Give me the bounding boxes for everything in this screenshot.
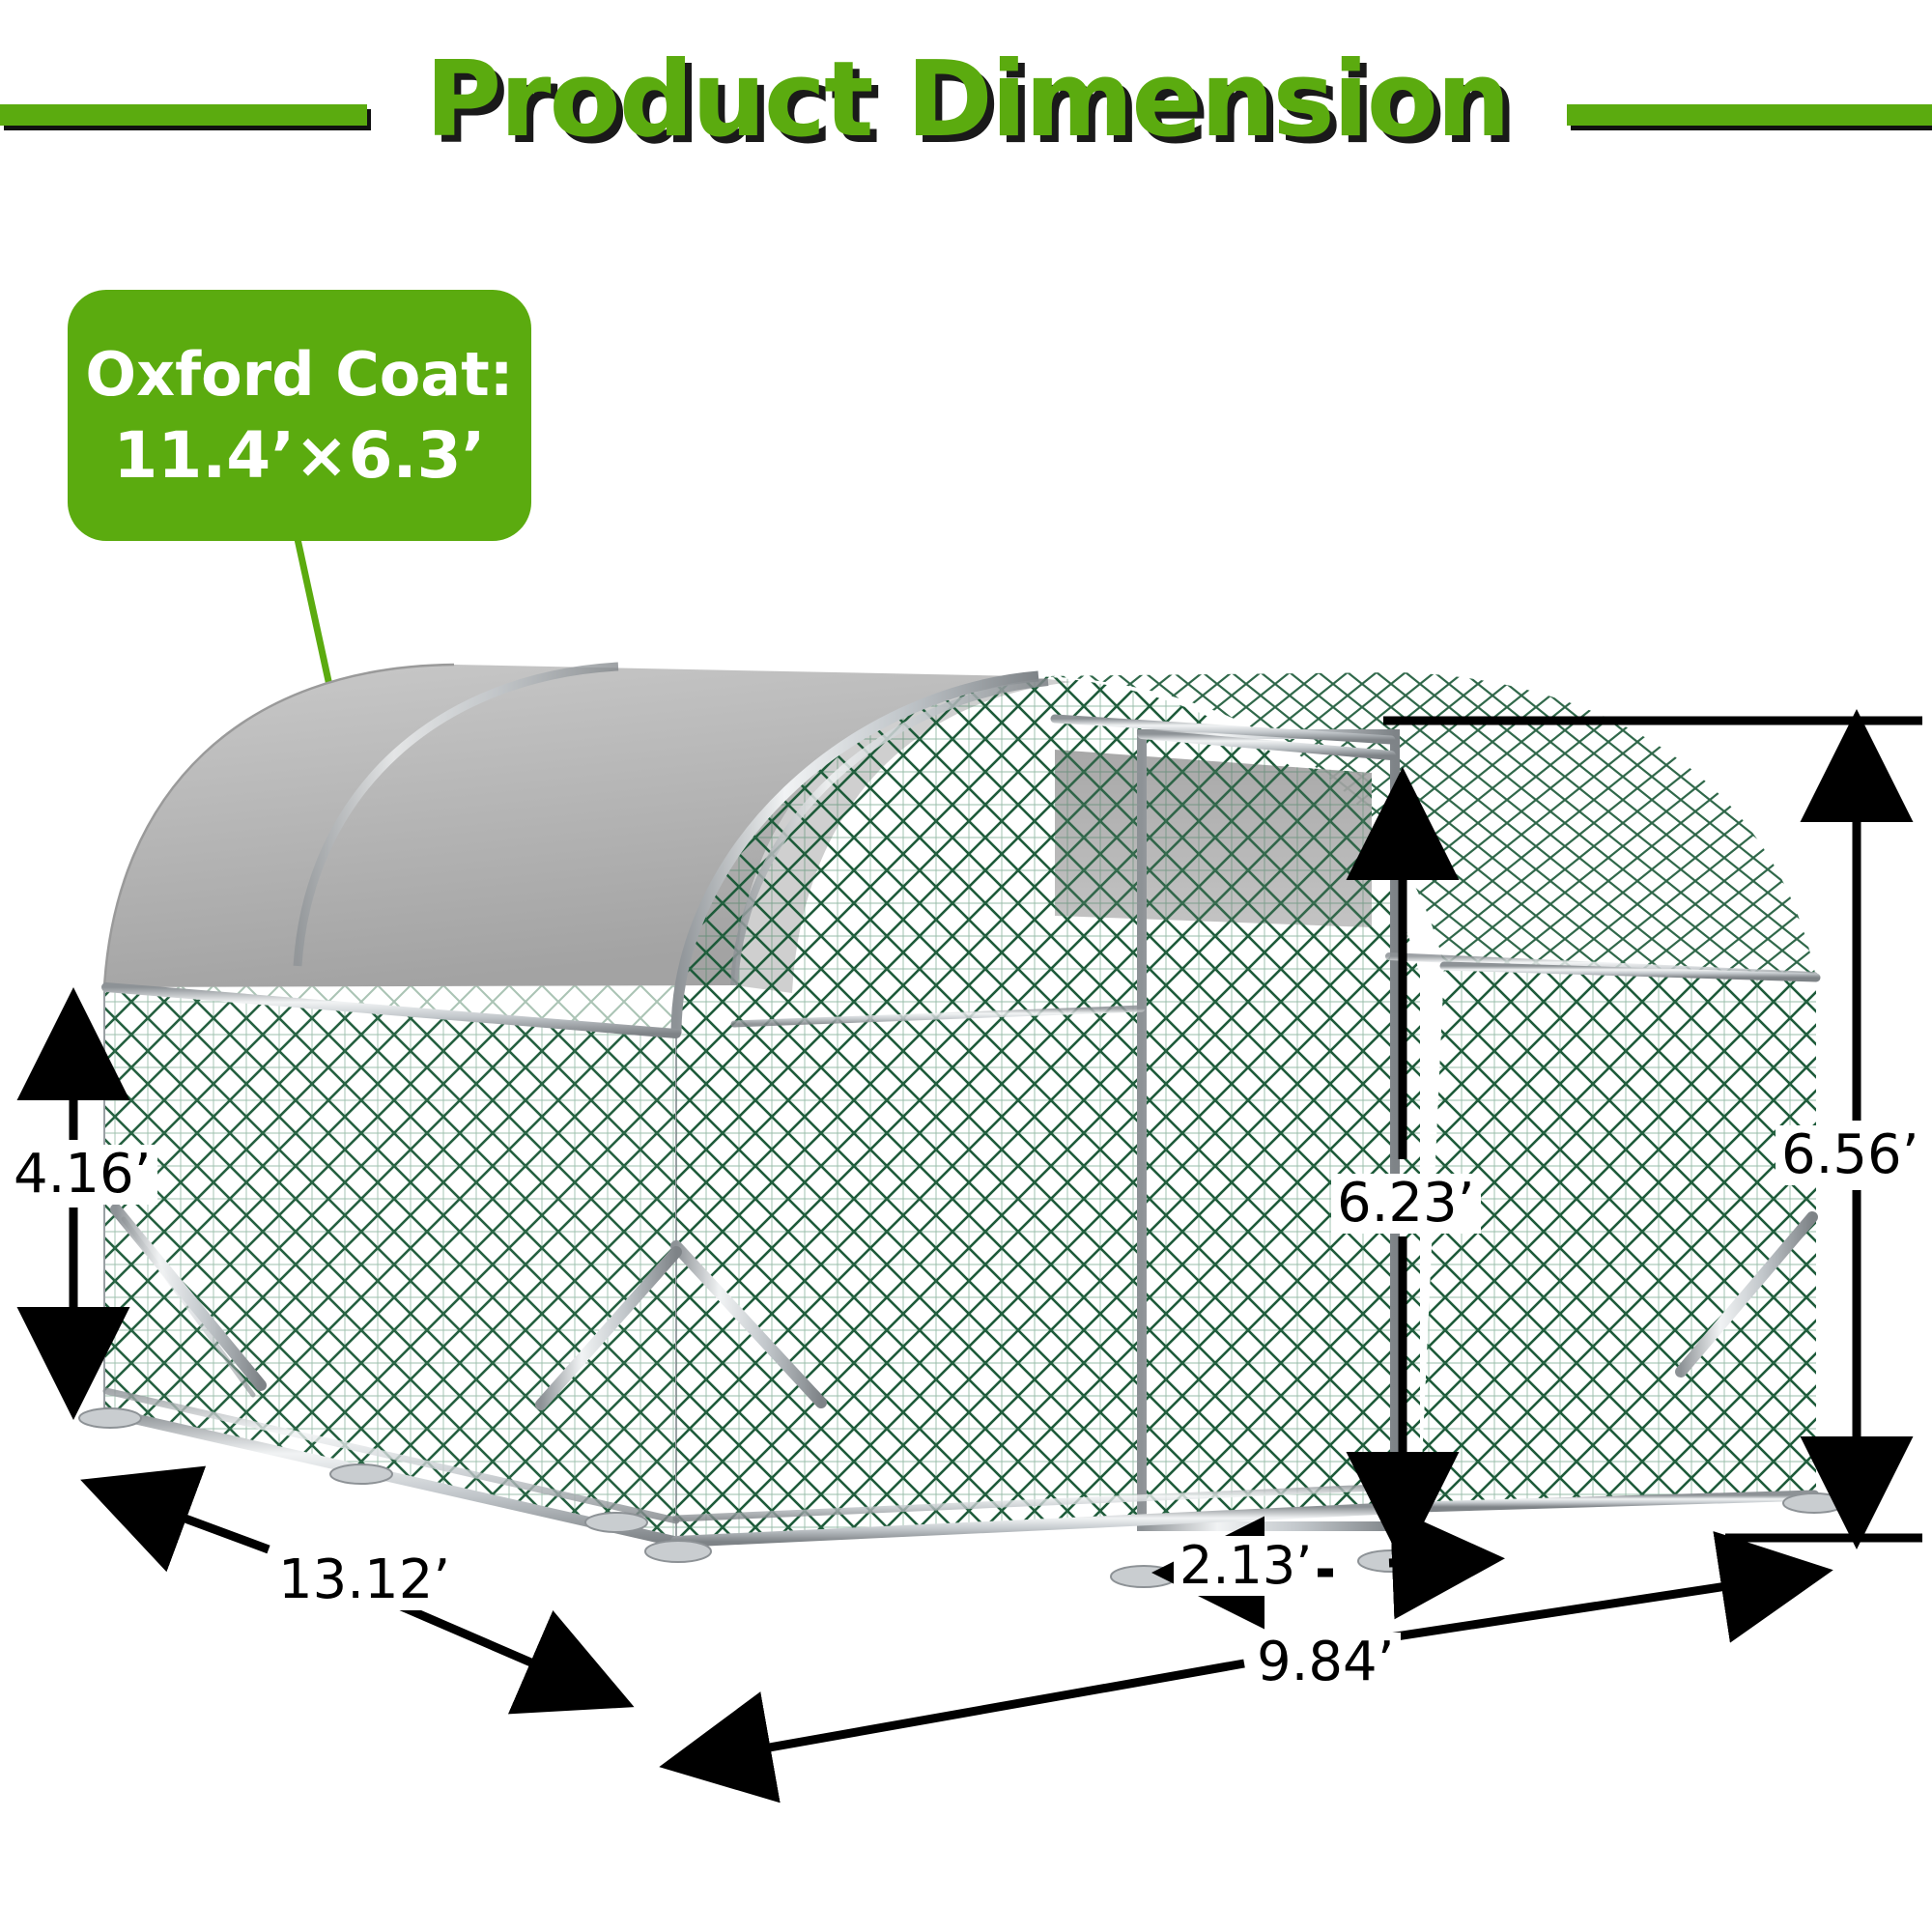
door-panel (1055, 729, 1400, 1531)
dim-line-9-84-left (659, 1659, 1245, 1804)
left-side-wall (103, 985, 677, 1546)
callout-label: Oxford Coat: (85, 339, 514, 410)
dim-label-length: 13.12’ (272, 1550, 457, 1610)
oxford-coat-callout: Oxford Coat: 11.4’×6.3’ (68, 290, 531, 541)
dim-label-width: 9.84’ (1251, 1633, 1401, 1692)
dim-line-13-12-lower (375, 1591, 635, 1715)
dim-line-2-13-right (1388, 1506, 1505, 1620)
page-title: Product Dimension (425, 40, 1511, 160)
dim-label-side-height: 4.16’ (8, 1145, 157, 1205)
corner-braces (110, 1204, 1818, 1410)
callout-value: 11.4’×6.3’ (113, 418, 486, 493)
title-rule-right (1567, 104, 1932, 126)
dim-line-9-84-right (1382, 1531, 1833, 1643)
dim-label-door-width: 2.13’ (1174, 1536, 1319, 1596)
title-row: Product Dimension (0, 39, 1932, 164)
title-rule-left (0, 104, 367, 126)
dim-label-door-height: 6.23’ (1331, 1174, 1481, 1234)
dimension-lines (16, 709, 1922, 1804)
arch-ribs (293, 662, 1049, 1035)
dim-line-13-12-upper (80, 1465, 270, 1573)
dim-label-peak-height: 6.56’ (1776, 1125, 1925, 1185)
